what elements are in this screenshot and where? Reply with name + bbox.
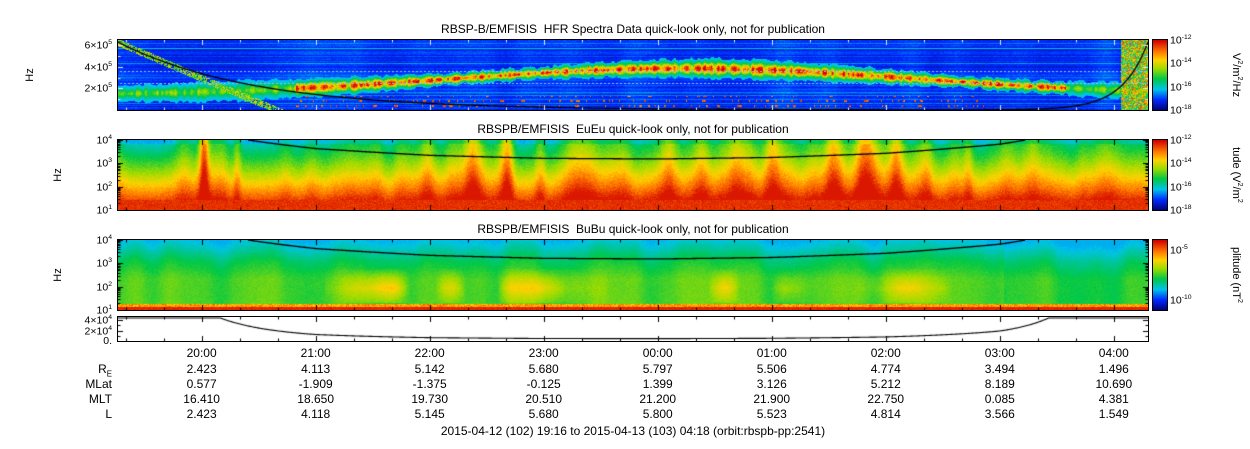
ephemeris-value: 4.113 bbox=[301, 362, 331, 376]
y-tick-label: 104 bbox=[96, 133, 112, 147]
eueu-colorbar bbox=[1152, 139, 1168, 211]
colorbar-tick-label: 10-16 bbox=[1170, 180, 1192, 193]
time-tick-label: 21:00 bbox=[300, 346, 331, 360]
ephemeris-value: 5.145 bbox=[414, 407, 445, 421]
ephemeris-value: 4.814 bbox=[870, 407, 901, 421]
colorbar-tick-label: 10-10 bbox=[1170, 293, 1192, 307]
ephemeris-value: -0.125 bbox=[526, 377, 561, 391]
ephemeris-value: 18.650 bbox=[297, 392, 334, 406]
ephemeris-value: 8.189 bbox=[984, 377, 1015, 391]
ephemeris-value: 5.680 bbox=[528, 362, 559, 376]
ephemeris-value: 2.423 bbox=[186, 407, 217, 421]
y-tick-label: 2×104 bbox=[84, 324, 112, 337]
hfr-colorbar bbox=[1152, 39, 1168, 111]
colorbar-tick-label: 10-12 bbox=[1170, 33, 1192, 47]
fce-line-plot bbox=[117, 316, 1149, 342]
colorbar-tick-label: 10-12 bbox=[1170, 133, 1192, 147]
y-tick-label: 102 bbox=[96, 280, 112, 293]
time-tick-label: 22:00 bbox=[414, 346, 445, 360]
y-tick-label: 103 bbox=[96, 257, 112, 270]
ephemeris-value: 2.423 bbox=[186, 362, 217, 376]
ephemeris-value: 19.730 bbox=[411, 392, 449, 406]
ephemeris-value: 4.381 bbox=[1098, 392, 1129, 406]
ephemeris-value: 16.410 bbox=[183, 392, 220, 406]
y-tick-label: 0. bbox=[103, 335, 112, 347]
time-tick-label: 01:00 bbox=[756, 346, 787, 360]
ephemeris-value: 5.212 bbox=[870, 377, 901, 391]
ephemeris-value: 1.549 bbox=[1098, 407, 1129, 421]
ephemeris-value: 3.126 bbox=[756, 377, 787, 391]
ephemeris-value: -1.909 bbox=[298, 377, 333, 391]
time-tick-label: 02:00 bbox=[870, 346, 901, 360]
time-range-caption: 2015-04-12 (102) 19:16 to 2015-04-13 (10… bbox=[440, 424, 826, 438]
y-tick-label: 104 bbox=[96, 233, 112, 247]
bubu-colorbar-unit: plitude (nT2 bbox=[1230, 247, 1244, 303]
ephemeris-row-label: MLat bbox=[85, 377, 112, 391]
time-tick-label: 00:00 bbox=[642, 346, 673, 360]
ephemeris-value: 3.566 bbox=[984, 407, 1015, 421]
ephemeris-value: 5.506 bbox=[756, 362, 787, 376]
colorbar-tick-label: 10-5 bbox=[1170, 243, 1188, 257]
y-tick-label: 101 bbox=[96, 303, 112, 317]
ephemeris-row-label: MLT bbox=[88, 392, 112, 406]
bubu-spectrogram bbox=[117, 239, 1149, 311]
bubu-colorbar bbox=[1152, 239, 1168, 311]
ephemeris-value: 5.800 bbox=[642, 407, 673, 421]
time-tick-label: 20:00 bbox=[186, 346, 217, 360]
ephemeris-value: 5.797 bbox=[642, 362, 673, 376]
ephemeris-value: 21.900 bbox=[753, 392, 791, 406]
time-tick-label: 04:00 bbox=[1098, 346, 1129, 360]
ephemeris-value: 21.200 bbox=[639, 392, 677, 406]
ephemeris-row-label: RE bbox=[98, 362, 112, 379]
y-tick-label: 101 bbox=[96, 203, 112, 217]
colorbar-tick-label: 10-18 bbox=[1170, 103, 1192, 117]
y-tick-label: 4×105 bbox=[84, 60, 112, 74]
ephemeris-value: 3.494 bbox=[984, 362, 1015, 376]
ephemeris-value: 5.142 bbox=[414, 362, 445, 376]
hfr-spectrogram bbox=[117, 39, 1149, 111]
y-tick-label: 4×104 bbox=[84, 313, 112, 327]
y-tick-label: 2×105 bbox=[84, 82, 112, 95]
ephemeris-row-label: L bbox=[105, 407, 112, 421]
bubu-panel-title: RBSPB/EMFISIS BuBu quick-look only, not … bbox=[477, 222, 789, 236]
ephemeris-value: 1.496 bbox=[1098, 362, 1129, 376]
time-tick-label: 03:00 bbox=[984, 346, 1015, 360]
hfr-colorbar-unit: V2/m2/Hz bbox=[1230, 52, 1244, 98]
ephemeris-value: 0.577 bbox=[186, 377, 217, 391]
colorbar-tick-label: 10-18 bbox=[1170, 203, 1192, 217]
eueu-spectrogram bbox=[117, 139, 1149, 211]
ephemeris-value: 1.399 bbox=[642, 377, 673, 391]
ephemeris-value: 4.774 bbox=[870, 362, 901, 376]
eueu-panel-title: RBSPB/EMFISIS EuEu quick-look only, not … bbox=[477, 122, 789, 136]
time-tick-label: 23:00 bbox=[528, 346, 559, 360]
y-tick-label: 6×105 bbox=[84, 39, 112, 52]
colorbar-tick-label: 10-14 bbox=[1170, 157, 1192, 170]
y-tick-label: 103 bbox=[96, 157, 112, 170]
ephemeris-value: 22.750 bbox=[867, 392, 905, 406]
colorbar-tick-label: 10-14 bbox=[1170, 57, 1192, 70]
eueu-colorbar-unit: tude (V2/m2 bbox=[1230, 147, 1244, 203]
ephemeris-value: 4.118 bbox=[301, 407, 331, 421]
ephemeris-value: -1.375 bbox=[412, 377, 447, 391]
ephemeris-value: 5.523 bbox=[756, 407, 787, 421]
hfr-panel-title: RBSP-B/EMFISIS HFR Spectra Data quick-lo… bbox=[441, 22, 825, 36]
colorbar-tick-label: 10-16 bbox=[1170, 80, 1192, 93]
ephemeris-value: 10.690 bbox=[1095, 377, 1133, 391]
ephemeris-value: 5.680 bbox=[528, 407, 559, 421]
ephemeris-value: 0.085 bbox=[984, 392, 1015, 406]
ephemeris-value: 20.510 bbox=[525, 392, 563, 406]
y-tick-label: 102 bbox=[96, 180, 112, 193]
